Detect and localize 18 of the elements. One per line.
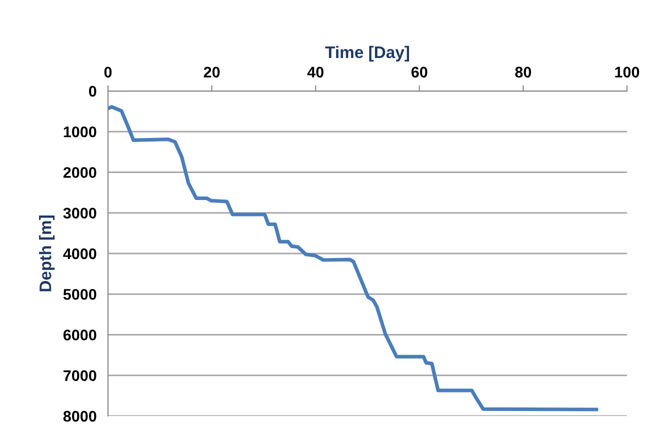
x-tick-label: 60: [411, 66, 428, 78]
x-tick-label: 80: [515, 66, 532, 78]
y-tick-label: 3000: [63, 208, 96, 219]
x-tick-label: 20: [204, 66, 220, 78]
y-tick-label: 4000: [63, 248, 96, 260]
y-tick-label: 1000: [64, 126, 96, 138]
x-tick-label: 40: [307, 66, 324, 78]
x-axis-title: Time [Day]: [325, 46, 410, 62]
y-tick-label: 5000: [63, 288, 96, 300]
line-series: [108, 105, 598, 412]
y-tick-label: 6000: [63, 330, 96, 340]
y-tick-label: 8000: [63, 410, 96, 422]
x-tick-label: 100: [615, 66, 640, 78]
y-axis-title: Depth [m]: [39, 216, 55, 292]
x-tick-label: 0: [104, 66, 112, 78]
y-tick-label: 0: [88, 86, 96, 97]
y-tick-label: 7000: [64, 370, 96, 382]
y-tick-label: 2000: [63, 167, 96, 178]
